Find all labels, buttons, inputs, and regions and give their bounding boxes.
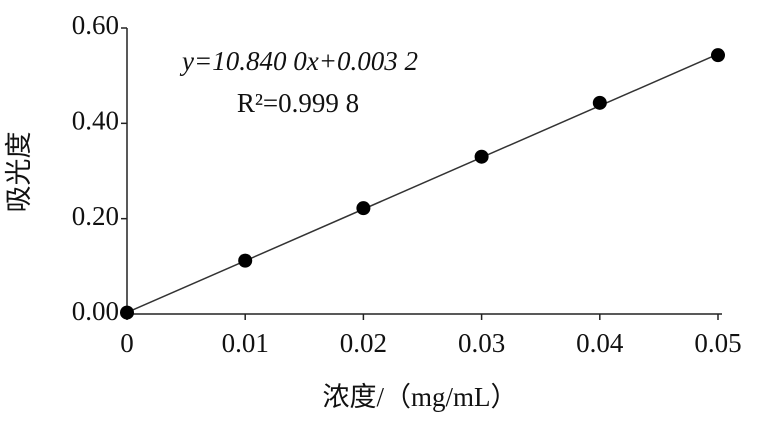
x-axis-label: 浓度/（mg/mL） <box>323 382 518 412</box>
point <box>474 149 489 164</box>
point <box>120 305 134 320</box>
point <box>711 48 725 63</box>
point <box>238 253 253 268</box>
r-squared: R²=0.999 8 <box>237 88 359 118</box>
point <box>356 201 371 216</box>
x-tick-label: 0 <box>120 328 134 358</box>
x-tick-label: 0.02 <box>340 328 387 358</box>
y-axis-label: 吸光度 <box>4 132 34 213</box>
y-tick-label: 0.00 <box>72 296 119 326</box>
point <box>592 95 607 110</box>
equation: y=10.840 0x+0.003 2 <box>179 46 418 76</box>
trendline <box>126 53 719 314</box>
x-tick-label: 0.04 <box>576 328 624 358</box>
y-tick-label: 0.60 <box>72 10 119 40</box>
x-tick-label: 0.05 <box>694 328 741 358</box>
y-tick-label: 0.20 <box>72 201 119 231</box>
x-tick-label: 0.03 <box>458 328 505 358</box>
y-tick-label: 0.40 <box>72 106 119 136</box>
x-tick-label: 0.01 <box>222 328 269 358</box>
